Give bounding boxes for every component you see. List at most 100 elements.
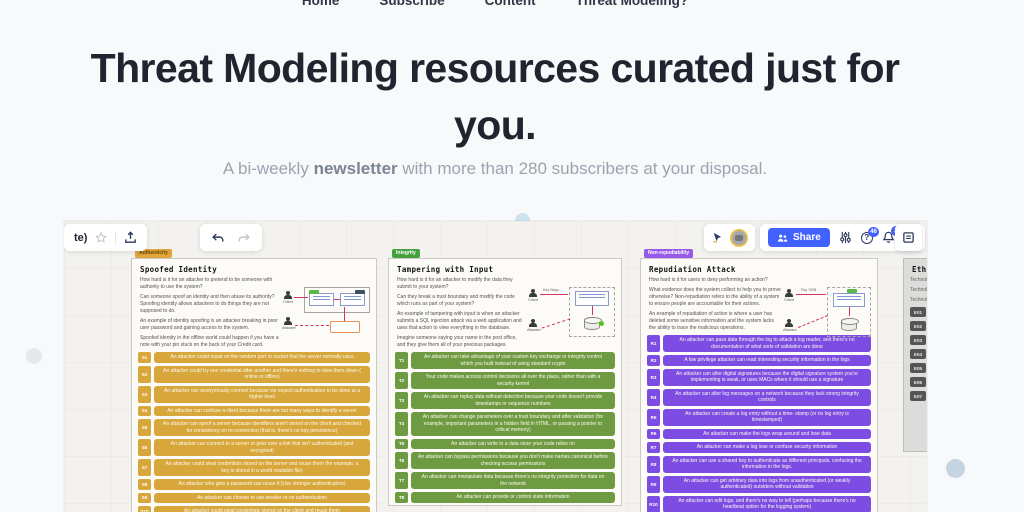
ethic-chip-list: E01 E02 E03 E04 E05 E06 E07 [910,307,927,401]
star-icon[interactable] [95,231,108,244]
card-text: An attacker can edit logs, and there's n… [663,495,871,512]
frame-tag-non-repudiability[interactable]: Non-repudiability [644,249,694,258]
threat-card[interactable]: S8 An attacker who gets a password can r… [138,479,370,490]
threat-card[interactable]: R4 An attacker can alter log messages on… [647,388,871,406]
card-id-chip[interactable]: E01 [910,307,926,317]
threat-card[interactable]: R3 An attacker can alter digital signatu… [647,368,871,386]
subtitle-bold: newsletter [313,159,398,178]
nav-link[interactable]: Content [484,0,536,8]
nav-link[interactable]: Threat Modeling? [575,0,689,8]
card-id-chip[interactable]: E07 [910,391,926,401]
card-text: An attacker could steal credentials stor… [154,459,370,476]
undo-icon[interactable] [211,231,225,245]
frame-description: Technology and sustaina…Technology that … [910,277,927,303]
avatar[interactable] [730,228,748,247]
card-text: An attacker can alter information in a d… [411,506,615,507]
card-id-chip: T8 [395,492,408,503]
page-title: Threat Modeling resources curated just f… [90,45,900,148]
threat-card[interactable]: R5 An attacker can create a log entry wi… [647,408,871,426]
card-id-chip: R1 [647,335,660,352]
threat-card[interactable]: R10 An attacker can edit logs, and there… [647,495,871,512]
card-id-chip[interactable]: E02 [910,321,926,331]
frame-title: Ethic [912,265,927,274]
client-actor: Client [527,289,539,302]
threat-card[interactable]: T4 An attacker can change parameters ove… [395,412,615,436]
card-text: Your code makes access control decisions… [411,372,615,389]
threat-card[interactable]: T7 An attacker can manipulate data becau… [395,472,615,489]
card-id-chip: R7 [647,442,660,453]
notifications-button[interactable]: 2 [882,226,901,244]
card-text: An attacker can pass data through the lo… [663,335,871,352]
card-id-chip: T6 [395,452,408,469]
threat-card[interactable]: T5 An attacker can write to a data store… [395,438,615,449]
frame-title: Repudiation Attack [649,265,736,274]
card-id-chip: S8 [138,479,151,490]
threat-card[interactable]: S6 An attacker can connect to a server o… [138,439,370,456]
notes-icon[interactable] [902,231,915,244]
database-cylinder [841,318,859,331]
threat-card[interactable]: S9 An attacker can choose to use weaker … [138,492,370,503]
card-text: An attacker can alter digital signatures… [663,368,871,386]
card-id-chip: S5 [138,419,151,436]
card-text: An attacker can make a log lose or confu… [663,442,871,453]
frame-description: How hard is it for an attacker to preten… [140,277,279,348]
threat-card[interactable]: S5 An attacker can spoof a server becaus… [138,419,370,436]
green-dot [599,321,604,326]
card-id-chip[interactable]: E03 [910,335,926,345]
attacker-actor: Attacker [527,319,541,332]
board-title-card: te) [64,224,148,251]
frame-tag-authenticity[interactable]: Authenticity [135,249,172,258]
card-text: An attacker could steal credentials stor… [154,506,370,512]
dataflow-diagram: Client Attacker Key Nego... [527,287,617,337]
green-mini-tag [309,290,319,294]
frame-tag-integrity[interactable]: Integrity [392,249,420,258]
card-id-chip: R9 [647,475,660,493]
threat-card[interactable]: T3 An attacker can replay data without d… [395,392,615,409]
card-id-chip: T7 [395,472,408,489]
threat-card[interactable]: S3 An attacker can anonymously connect b… [138,385,370,403]
threat-card[interactable]: R9 An attacker can get arbitrary data in… [647,475,871,493]
threat-card[interactable]: R6 An attacker can make the logs wrap ar… [647,428,871,439]
redo-icon[interactable] [237,231,251,245]
attacker-actor: Attacker [783,319,797,332]
export-icon[interactable] [124,231,137,244]
client-actor: Client [783,289,795,302]
threat-card[interactable]: T1 An attacker can take advantage of you… [395,352,615,369]
share-button[interactable]: Share [768,228,830,247]
frame-spoofed-identity: Spoofed Identity How hard is it for an a… [131,258,377,512]
help-icon: ? [860,231,873,244]
threat-card[interactable]: R8 An attacker can use a shared key to a… [647,455,871,473]
threat-card[interactable]: S7 An attacker could steal credentials s… [138,459,370,476]
card-id-chip[interactable]: E05 [910,363,926,373]
threat-card[interactable]: T9 An attacker can alter information in … [395,506,615,507]
threat-card[interactable]: T6 An attacker can bypass permissions be… [395,452,615,469]
threat-card[interactable]: T8 An attacker can provide or control st… [395,492,615,503]
threat-card[interactable]: R1 An attacker can pass data through the… [647,335,871,352]
whiteboard-screenshot: te) Share [64,221,927,512]
card-id-chip: R5 [647,408,660,426]
threat-card[interactable]: S2 An attacker could try one credential … [138,365,370,383]
threat-card[interactable]: S4 An attacker can confuse a client beca… [138,405,370,416]
card-id-chip[interactable]: E04 [910,349,926,359]
card-text: An attacker can spoof a server because i… [154,419,370,436]
threat-card[interactable]: R7 An attacker can make a log lose or co… [647,442,871,453]
card-id-chip: R2 [647,355,660,366]
sliders-icon[interactable] [839,231,852,244]
card-id-chip[interactable]: E06 [910,377,926,387]
server-box [833,293,865,307]
cursor-icon[interactable] [711,231,724,244]
threat-card[interactable]: S10 An attacker could steal credentials … [138,506,370,512]
threat-card[interactable]: T2 Your code makes access control decisi… [395,372,615,389]
nav-link[interactable]: Home [301,0,340,8]
server-box [575,291,609,306]
threat-card[interactable]: S1 An attacker could squat on the random… [138,352,370,363]
help-button[interactable]: ? 46 [860,226,879,244]
card-id-chip: S10 [138,506,151,512]
card-id-chip: R6 [647,428,660,439]
frame-description: How hard is it for an attacker to modify… [397,277,522,348]
card-id-chip: S9 [138,492,151,503]
threat-card[interactable]: R2 A low privilege attacker can read int… [647,355,871,366]
card-id-chip: S2 [138,365,151,383]
share-people-icon [777,233,788,243]
nav-link[interactable]: Subscribe [379,0,445,8]
